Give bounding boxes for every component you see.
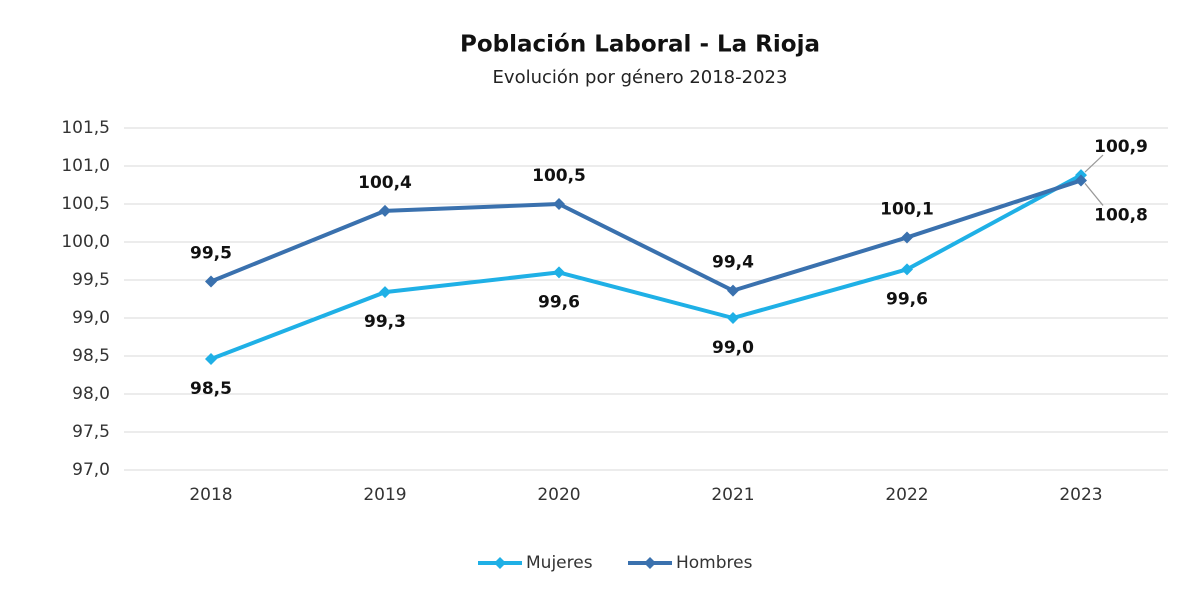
data-label: 99,6 [538, 292, 580, 312]
series-line [210, 178, 1082, 293]
legend-label: Hombres [676, 553, 753, 573]
chart-title: Población Laboral - La Rioja [460, 32, 820, 58]
leader-line [1084, 154, 1104, 173]
chart-subtitle: Evolución por género 2018-2023 [493, 67, 788, 88]
data-label: 99,6 [886, 289, 928, 309]
y-tick-label: 101,5 [61, 118, 110, 138]
data-label: 100,9 [1094, 137, 1148, 157]
marker [901, 231, 913, 244]
y-tick-label: 100,5 [61, 194, 110, 214]
y-tick-label: 97,0 [72, 460, 110, 480]
marker [1075, 174, 1087, 187]
data-label: 99,4 [712, 253, 754, 273]
series-line [210, 173, 1082, 361]
y-tick-label: 100,0 [61, 232, 110, 252]
y-tick-label: 98,0 [72, 384, 110, 404]
y-tick-label: 97,5 [72, 422, 110, 442]
data-label: 99,5 [190, 244, 232, 264]
data-label: 99,3 [364, 312, 406, 332]
marker [727, 284, 739, 297]
data-label: 100,8 [1094, 205, 1148, 225]
data-label: 99,0 [712, 338, 754, 358]
data-label: 100,4 [358, 173, 412, 193]
legend-marker [644, 557, 656, 569]
data-label: 98,5 [190, 379, 232, 399]
legend-marker [494, 557, 506, 569]
x-tick-label: 2019 [363, 485, 406, 505]
marker [553, 198, 565, 210]
marker [901, 263, 913, 276]
data-label: 100,5 [532, 166, 586, 186]
marker [205, 353, 217, 366]
marker [379, 204, 391, 217]
marker [727, 312, 739, 324]
y-tick-label: 99,0 [72, 308, 110, 328]
x-tick-label: 2023 [1059, 485, 1102, 505]
marker [205, 275, 217, 288]
marker [553, 266, 565, 279]
x-tick-label: 2018 [189, 485, 232, 505]
y-tick-label: 98,5 [72, 346, 110, 366]
legend-label: Mujeres [526, 553, 593, 573]
y-tick-label: 99,5 [72, 270, 110, 290]
data-label: 100,1 [880, 199, 934, 219]
x-tick-label: 2021 [711, 485, 754, 505]
leader-line [1084, 183, 1104, 206]
y-tick-label: 101,0 [61, 156, 110, 176]
x-tick-label: 2020 [537, 485, 580, 505]
marker [379, 286, 391, 299]
x-tick-label: 2022 [885, 485, 928, 505]
